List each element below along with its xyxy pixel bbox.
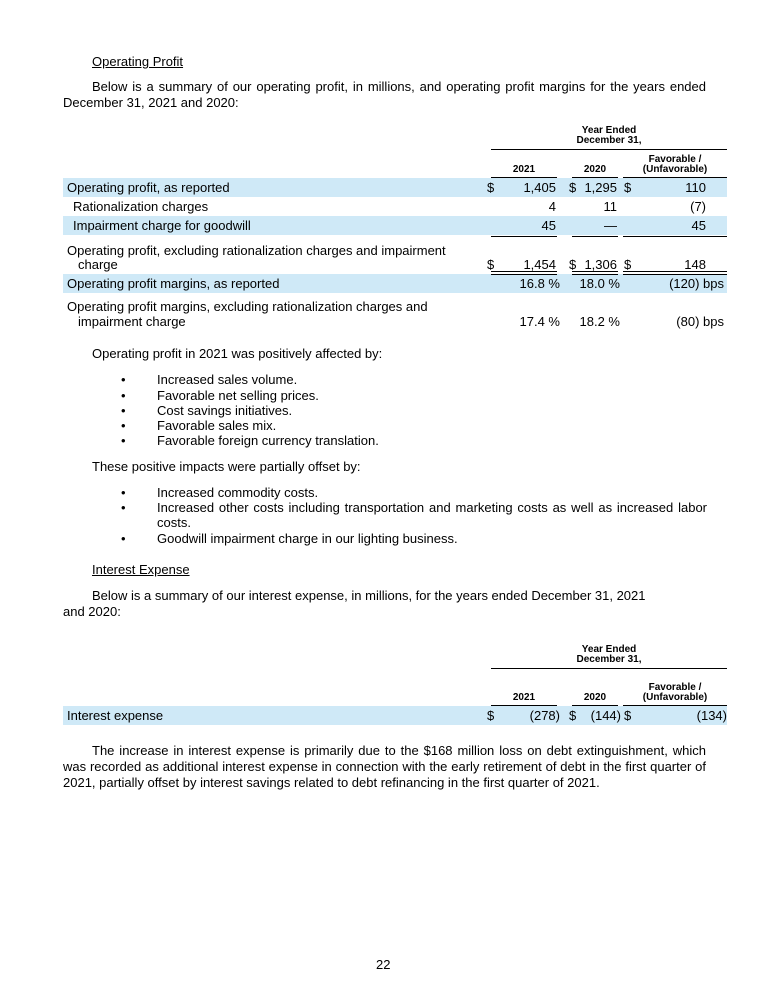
table-cell: December 31, xyxy=(576,135,642,146)
table-cell: (Unfavorable) xyxy=(642,692,708,703)
rule-line xyxy=(623,236,727,237)
list-item: Favorable sales mix. xyxy=(157,418,277,433)
table-cell: December 31, xyxy=(576,654,642,665)
table-cell: impairment charge xyxy=(78,314,186,329)
rule-line xyxy=(623,705,727,706)
bullet: • xyxy=(121,500,126,515)
rule-line xyxy=(572,271,618,275)
table-cell: $ xyxy=(569,180,577,195)
table-cell: Rationalization charges xyxy=(73,199,209,214)
list-item: Increased commodity costs. xyxy=(157,485,319,500)
bullet: • xyxy=(121,485,126,500)
list-item: Favorable net selling prices. xyxy=(157,388,319,403)
table-cell: 17.4 % xyxy=(519,314,560,329)
header-group: Year Ended December 31, xyxy=(491,126,727,146)
col-2021: 2021 xyxy=(512,164,536,175)
row-shading xyxy=(63,274,727,293)
table-cell: Favorable / xyxy=(648,682,702,693)
section-heading: Operating Profit xyxy=(92,54,184,69)
bullet: • xyxy=(121,403,126,418)
paragraph: These positive impacts were partially of… xyxy=(92,459,361,474)
table-cell: 11 xyxy=(603,199,618,214)
table-cell: $ xyxy=(487,257,495,272)
table-cell: $ xyxy=(487,708,495,723)
rule-line xyxy=(623,177,727,178)
table-cell: 110 xyxy=(685,180,706,195)
table-cell: 16.8 % xyxy=(519,276,560,291)
table-cell: (134) xyxy=(696,708,727,723)
list-item: Cost savings initiatives. xyxy=(157,403,293,418)
row-shading xyxy=(63,706,727,725)
list-item: Favorable foreign currency translation. xyxy=(157,433,379,448)
table-cell: Year Ended xyxy=(581,125,637,136)
table-cell: 1,405 xyxy=(523,180,556,195)
rule-line xyxy=(491,705,557,706)
table-cell: $ xyxy=(487,180,495,195)
table-cell: 18.0 % xyxy=(579,276,620,291)
list-item: Increased other costs including transpor… xyxy=(157,500,707,530)
rule-line xyxy=(491,149,727,150)
col-favorable: Favorable / (Unfavorable) xyxy=(623,155,727,175)
table-cell: $ xyxy=(624,708,632,723)
table-cell: 45 xyxy=(541,218,556,233)
table-cell: Year Ended xyxy=(581,644,637,655)
table-cell: (144) xyxy=(590,708,621,723)
table-cell: (278) xyxy=(529,708,560,723)
table-cell: Operating profit, as reported xyxy=(67,180,230,195)
table-cell: (7) xyxy=(690,199,706,214)
table-cell: (80) bps xyxy=(676,314,724,329)
table-cell: 148 xyxy=(684,257,706,272)
list-item: Goodwill impairment charge in our lighti… xyxy=(157,531,458,546)
col-2020: 2020 xyxy=(583,164,607,175)
bullet: • xyxy=(121,531,126,546)
bullet: • xyxy=(121,372,126,387)
table-cell: 2021 xyxy=(512,692,536,703)
bullet: • xyxy=(121,418,126,433)
table-cell: Favorable / (Unfavorable) xyxy=(623,683,727,703)
table-cell: Operating profit margins, excluding rati… xyxy=(67,299,428,314)
table-cell: Operating profit margins, as reported xyxy=(67,276,280,291)
table-cell: Year Ended December 31, xyxy=(491,645,727,665)
table-cell: 1,295 xyxy=(584,180,617,195)
row-shading xyxy=(63,178,727,197)
row-shading xyxy=(63,216,727,235)
paragraph: Operating profit in 2021 was positively … xyxy=(92,346,383,361)
table-cell: 2020 xyxy=(583,692,607,703)
rule-line xyxy=(572,177,618,178)
paragraph: Below is a summary of our interest expen… xyxy=(63,588,646,619)
table-cell: 45 xyxy=(691,218,706,233)
table-cell: $ xyxy=(624,180,632,195)
bullet: • xyxy=(121,388,126,403)
paragraph: The increase in interest expense is prim… xyxy=(63,743,706,790)
table-cell: Interest expense xyxy=(67,708,164,723)
section-heading: Interest Expense xyxy=(92,562,190,577)
table-cell: $ xyxy=(569,708,577,723)
table-cell: (120) bps xyxy=(669,276,724,291)
rule-line xyxy=(623,271,727,275)
table-cell: Operating profit, excluding rationalizat… xyxy=(67,243,446,258)
bullet: • xyxy=(121,433,126,448)
page-number: 22 xyxy=(376,957,391,972)
table-cell: 1,306 xyxy=(584,257,617,272)
list-item: Increased sales volume. xyxy=(157,372,298,387)
paragraph: Below is a summary of our operating prof… xyxy=(63,79,706,110)
table-cell: $ xyxy=(569,257,577,272)
rule-line xyxy=(572,236,618,237)
table-cell: $ xyxy=(624,257,632,272)
table-cell: Favorable / xyxy=(648,154,702,165)
table-cell: charge xyxy=(78,257,118,272)
table-cell: 1,454 xyxy=(523,257,556,272)
table-cell: 4 xyxy=(548,199,556,214)
rule-line xyxy=(491,177,557,178)
table-cell: — xyxy=(604,218,617,233)
table-cell: (Unfavorable) xyxy=(642,164,708,175)
table-cell: 18.2 % xyxy=(579,314,620,329)
rule-line xyxy=(491,668,727,669)
rule-line xyxy=(491,271,557,275)
rule-line xyxy=(572,705,618,706)
rule-line xyxy=(491,236,557,237)
table-cell: Impairment charge for goodwill xyxy=(73,218,251,233)
